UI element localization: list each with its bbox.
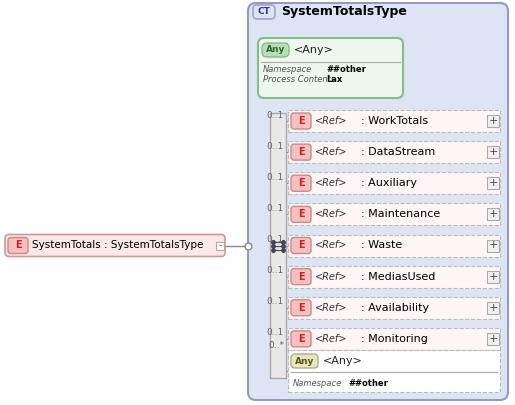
Text: +: + (488, 116, 497, 126)
Bar (288, 110, 500, 132)
Text: : Auxiliary: : Auxiliary (361, 178, 417, 188)
Text: E: E (298, 272, 304, 281)
Text: Namespace: Namespace (263, 66, 312, 75)
Text: +: + (488, 334, 497, 344)
Text: E: E (298, 147, 304, 157)
Text: Lax: Lax (326, 75, 342, 85)
Text: 0..1: 0..1 (267, 328, 284, 337)
Text: E: E (298, 209, 304, 220)
Text: +: + (488, 303, 497, 313)
Text: +: + (488, 209, 497, 220)
FancyBboxPatch shape (262, 43, 289, 57)
Bar (288, 203, 500, 225)
Text: +: + (488, 147, 497, 157)
Text: Any: Any (266, 45, 285, 55)
Text: E: E (15, 241, 21, 251)
Text: Any: Any (295, 356, 314, 365)
FancyBboxPatch shape (291, 144, 311, 160)
Text: ##other: ##other (326, 66, 366, 75)
Text: E: E (298, 334, 304, 344)
Bar (288, 297, 500, 319)
FancyBboxPatch shape (291, 331, 311, 347)
Bar (288, 328, 500, 350)
FancyBboxPatch shape (248, 3, 508, 400)
Text: +: + (488, 241, 497, 251)
Bar (487, 209, 499, 220)
Bar (487, 115, 499, 127)
Text: E: E (298, 303, 304, 313)
Text: <Ref>: <Ref> (315, 334, 348, 344)
Text: -: - (218, 241, 222, 251)
Text: : Waste: : Waste (361, 241, 402, 251)
Text: : WorkTotals: : WorkTotals (361, 116, 428, 126)
FancyBboxPatch shape (291, 354, 318, 368)
Bar (270, 113, 286, 378)
Text: 0..1: 0..1 (267, 173, 284, 182)
Text: Namespace: Namespace (293, 379, 342, 388)
Bar (487, 177, 499, 189)
FancyBboxPatch shape (8, 237, 28, 254)
Bar (487, 333, 499, 345)
Text: E: E (298, 241, 304, 251)
FancyBboxPatch shape (5, 234, 225, 256)
FancyBboxPatch shape (291, 269, 311, 285)
Text: 0..1: 0..1 (267, 235, 284, 244)
Text: CT: CT (258, 8, 270, 17)
Bar (288, 141, 500, 163)
Bar (487, 271, 499, 283)
FancyBboxPatch shape (291, 175, 311, 191)
Text: : DataStream: : DataStream (361, 147, 435, 157)
Bar (487, 239, 499, 252)
Text: : Maintenance: : Maintenance (361, 209, 440, 220)
FancyBboxPatch shape (291, 300, 311, 316)
FancyBboxPatch shape (258, 38, 403, 98)
Text: 0..1: 0..1 (267, 142, 284, 151)
Bar (288, 266, 500, 288)
Bar (288, 350, 500, 392)
Text: : Monitoring: : Monitoring (361, 334, 428, 344)
Text: <Ref>: <Ref> (315, 147, 348, 157)
Text: <Any>: <Any> (323, 356, 363, 366)
Text: 0..1: 0..1 (267, 297, 284, 306)
FancyBboxPatch shape (291, 207, 311, 222)
Text: <Any>: <Any> (294, 45, 334, 55)
Bar (487, 146, 499, 158)
Text: 0..1: 0..1 (267, 266, 284, 275)
Bar (216, 241, 224, 249)
Text: E: E (298, 116, 304, 126)
Text: +: + (488, 272, 497, 281)
Bar (288, 234, 500, 256)
Text: <Ref>: <Ref> (315, 116, 348, 126)
Text: ##other: ##other (348, 379, 388, 388)
Text: SystemTotals : SystemTotalsType: SystemTotals : SystemTotalsType (32, 241, 203, 251)
Text: : MediasUsed: : MediasUsed (361, 272, 435, 281)
Bar (288, 172, 500, 194)
Text: 0..1: 0..1 (267, 111, 284, 119)
Bar (487, 302, 499, 314)
FancyBboxPatch shape (291, 237, 311, 254)
Text: +: + (488, 178, 497, 188)
Text: SystemTotalsType: SystemTotalsType (281, 6, 407, 19)
Text: 0..*: 0..* (268, 341, 284, 350)
Text: Process Contents: Process Contents (263, 75, 335, 85)
Text: <Ref>: <Ref> (315, 241, 348, 251)
Text: <Ref>: <Ref> (315, 272, 348, 281)
Text: : Availability: : Availability (361, 303, 429, 313)
Text: 0..1: 0..1 (267, 204, 284, 213)
FancyBboxPatch shape (253, 5, 275, 19)
Text: <Ref>: <Ref> (315, 209, 348, 220)
Text: <Ref>: <Ref> (315, 303, 348, 313)
FancyBboxPatch shape (291, 113, 311, 129)
Text: E: E (298, 178, 304, 188)
Text: <Ref>: <Ref> (315, 178, 348, 188)
